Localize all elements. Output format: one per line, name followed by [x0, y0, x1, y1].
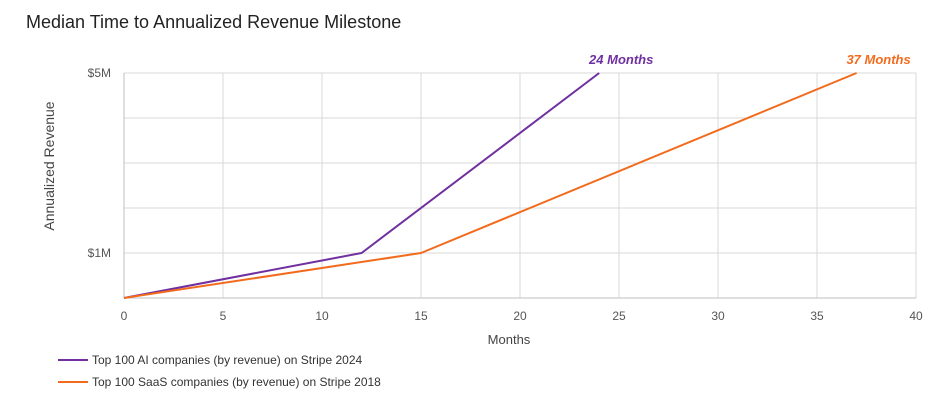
x-tick-label: 40	[909, 309, 923, 323]
series-line-1	[123, 72, 857, 299]
series-layer	[123, 72, 857, 299]
x-tick-label: 5	[220, 309, 227, 323]
x-tick-label: 35	[810, 309, 824, 323]
axes-layer: 0 5 10 15 20 25 30 35 40 $1M $5M	[88, 66, 923, 323]
legend-swatch-saas	[58, 381, 88, 383]
series-end-label-1: 37 Months	[846, 52, 910, 67]
y-tick-label: $5M	[88, 66, 111, 80]
x-tick-label: 25	[612, 309, 626, 323]
series-end-label-0: 24 Months	[588, 52, 653, 67]
x-tick-label: 15	[414, 309, 428, 323]
legend-entry-saas: Top 100 SaaS companies (by revenue) on S…	[58, 375, 381, 389]
y-tick-label: $1M	[88, 246, 111, 260]
y-axis-label: Annualized Revenue	[41, 101, 57, 230]
series-line-0	[123, 72, 600, 299]
x-axis-label: Months	[488, 332, 531, 347]
label-layer: 24 Months 37 Months	[588, 52, 911, 67]
x-tick-label: 10	[315, 309, 329, 323]
legend-entry-ai: Top 100 AI companies (by revenue) on Str…	[58, 353, 362, 367]
legend-label-saas: Top 100 SaaS companies (by revenue) on S…	[92, 375, 381, 389]
grid-layer	[124, 72, 917, 298]
legend-label-ai: Top 100 AI companies (by revenue) on Str…	[92, 353, 363, 367]
x-tick-label: 30	[711, 309, 725, 323]
legend-swatch-ai	[58, 359, 88, 361]
chart-title: Median Time to Annualized Revenue Milest…	[26, 12, 402, 32]
x-tick-label: 20	[513, 309, 527, 323]
x-tick-label: 0	[121, 309, 128, 323]
